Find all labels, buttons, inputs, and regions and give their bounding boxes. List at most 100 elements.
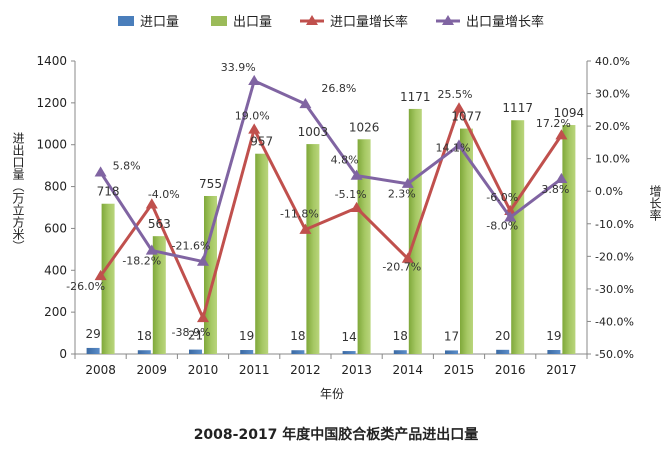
x-tick-label: 2011 — [239, 363, 270, 377]
export-bar — [101, 203, 115, 354]
x-axis-title: 年份 — [320, 387, 344, 401]
import-growth-label: -5.1% — [335, 188, 367, 201]
export-bar-label: 1117 — [502, 101, 533, 115]
export-bar-label: 957 — [250, 135, 273, 149]
export-bar — [511, 120, 525, 354]
import-bar-label: 18 — [137, 329, 152, 343]
x-tick-label: 2008 — [85, 363, 116, 377]
x-tick-label: 2015 — [444, 363, 475, 377]
export-bar — [460, 128, 473, 354]
x-tick-label: 2009 — [137, 363, 168, 377]
import-growth-label: 17.2% — [536, 117, 571, 130]
export-growth-label: -8.0% — [486, 219, 518, 232]
legend-marker-2 — [306, 15, 318, 25]
export-growth-label: 5.8% — [113, 159, 141, 172]
y-right-tick-label: 0.0% — [595, 185, 623, 198]
growth-marker-2 — [555, 129, 568, 140]
growth-marker-3 — [453, 139, 465, 150]
export-bar-label: 1094 — [554, 106, 585, 120]
y-right-tick-label: 30.0% — [595, 88, 630, 101]
import-growth-label: -38.9% — [172, 326, 211, 339]
legend-swatch-0 — [118, 16, 134, 26]
import-bar — [291, 350, 305, 354]
growth-marker-3 — [555, 172, 568, 184]
y-axis-right-title: 增长率 — [648, 185, 662, 221]
growth-marker-3 — [504, 211, 517, 222]
y-right-tick-label: -30.0% — [595, 283, 634, 296]
legend-label-3: 出口量增长率 — [466, 14, 544, 30]
y-axis-left-title: 进出口量（万立方米） — [11, 132, 25, 252]
y-right-tick-label: 40.0% — [595, 55, 630, 68]
x-tick-label: 2012 — [290, 363, 321, 377]
import-bar-label: 14 — [341, 330, 356, 344]
legend-label-1: 出口量 — [233, 15, 272, 30]
export-bar — [152, 236, 166, 354]
y-left-tick-label: 800 — [44, 180, 67, 194]
growth-marker-3 — [401, 177, 414, 188]
growth-marker-2 — [248, 123, 261, 134]
export-growth-label: 4.8% — [331, 154, 359, 167]
y-left-tick-label: 200 — [44, 305, 67, 319]
y-left-tick-label: 0 — [59, 347, 67, 361]
export-bar-label: 1026 — [349, 120, 380, 134]
import-growth-label: 19.0% — [235, 109, 270, 122]
export-bar-label: 1171 — [400, 90, 431, 104]
legend-marker-3 — [442, 15, 454, 25]
bar-series — [86, 108, 576, 355]
export-bar-label: 1077 — [451, 110, 482, 124]
export-bar — [204, 195, 217, 354]
growth-marker-2 — [401, 252, 414, 263]
y-right-tick-label: -50.0% — [595, 348, 634, 361]
import-bar-label: 19 — [239, 329, 254, 343]
growth-marker-2 — [145, 198, 158, 209]
export-bar — [357, 139, 371, 354]
x-tick-label: 2010 — [188, 363, 219, 377]
export-bar — [306, 144, 320, 354]
import-bar-label: 20 — [495, 329, 510, 343]
y-left-tick-label: 1400 — [36, 54, 67, 68]
import-growth-label: -20.7% — [382, 261, 421, 274]
import-bar-label: 18 — [290, 329, 305, 343]
legend-label-0: 进口量 — [140, 15, 179, 30]
import-bar-label: 21 — [188, 329, 203, 343]
y-left-tick-label: 1000 — [36, 138, 67, 152]
growth-marker-2 — [94, 269, 107, 281]
import-bar-label: 18 — [393, 329, 408, 343]
export-bar — [408, 108, 422, 355]
y-left-tick-label: 600 — [44, 221, 67, 235]
import-bar — [342, 351, 356, 354]
export-growth-label: 2.3% — [388, 188, 416, 201]
export-bar-label: 755 — [199, 177, 222, 191]
growth-marker-3 — [248, 74, 261, 86]
combo-chart: 进口量 出口量 进口量增长率 出口量增长率 进出口量（万立方米） 增长率 年份 0 20… — [11, 14, 662, 401]
growth-marker-2 — [299, 223, 312, 234]
x-ticks: 2008 2009 2010 2011 2012 2013 2014 2015 2016 2017 — [74, 354, 588, 377]
x-tick-label: 2014 — [393, 363, 424, 377]
data-labels: 29 718 18 563 21 755 19 957 18 1003 14 1026 18 1171 17… — [66, 61, 584, 344]
export-growth-label: 26.8% — [321, 82, 356, 95]
growth-marker-3 — [94, 166, 107, 177]
export-growth-label: 14.1% — [436, 141, 471, 154]
y-right-tick-label: -40.0% — [595, 315, 634, 328]
growth-line-3 — [99, 79, 563, 264]
growth-marker-3 — [350, 169, 363, 180]
y-right-tick-label: 20.0% — [595, 120, 630, 133]
export-bar-label: 718 — [97, 185, 120, 199]
import-bar — [496, 349, 510, 354]
y-right-tick-label: 10.0% — [595, 153, 630, 166]
export-growth-label: 33.9% — [221, 61, 256, 74]
y-left-tick-label: 1200 — [36, 96, 67, 110]
import-growth-label: -11.8% — [280, 208, 319, 221]
x-tick-label: 2016 — [495, 363, 526, 377]
import-bar-label: 17 — [444, 329, 459, 343]
import-bar — [547, 350, 561, 354]
y-left-tick-label: 400 — [44, 263, 67, 277]
growth-marker-2 — [453, 102, 465, 113]
export-bar — [562, 125, 576, 354]
import-growth-label: -6.0% — [486, 191, 518, 204]
legend-label-2: 进口量增长率 — [330, 14, 408, 30]
export-bar-label: 1003 — [298, 125, 329, 139]
growth-marker-3 — [145, 244, 158, 255]
import-bar — [445, 350, 458, 354]
x-tick-label: 2017 — [546, 363, 577, 377]
